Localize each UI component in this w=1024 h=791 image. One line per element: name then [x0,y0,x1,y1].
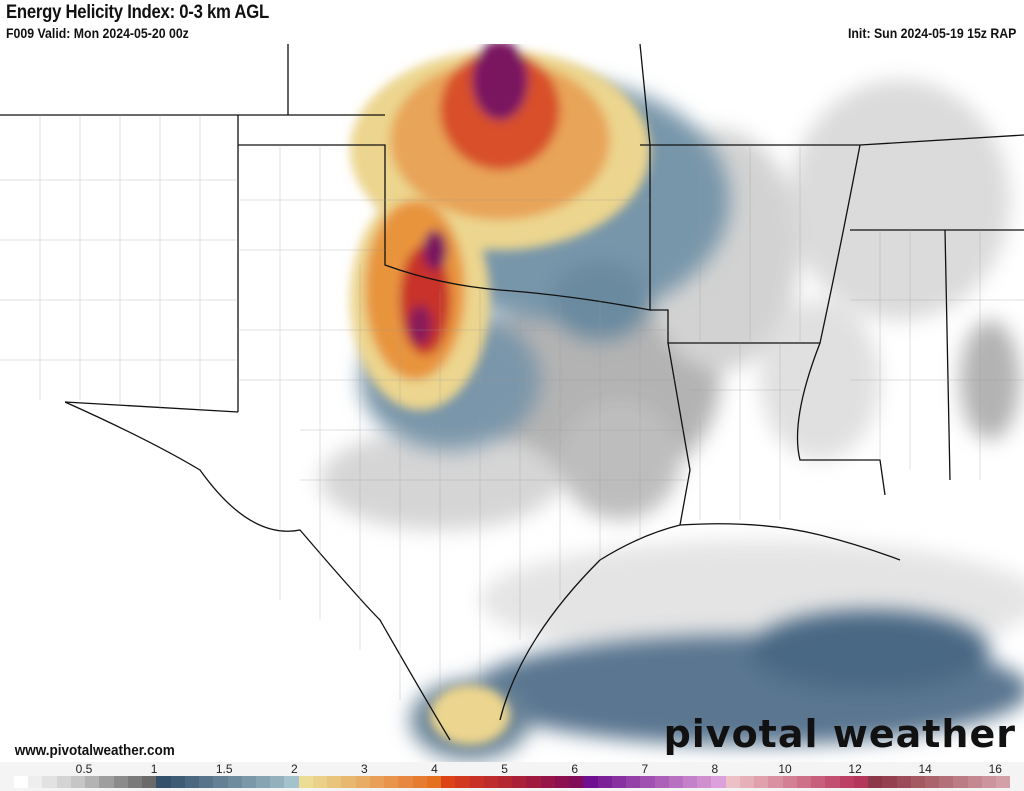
colorbar-cell [569,776,584,788]
colorbar-cell [455,776,470,788]
colorbar-cell [839,776,854,788]
colorbar-cell [739,776,755,788]
colorbar-cell [611,776,627,788]
colorbar-cell [782,776,797,788]
colorbar-cell [526,776,541,788]
colorbar-cell [640,776,655,788]
colorbar-tick-label: 12 [848,762,862,776]
colorbar-cell [170,776,185,788]
colorbar-tick-label: 1 [150,762,158,776]
map-title: Energy Helicity Index: 0-3 km AGL [6,2,269,23]
colorbar-cell [56,776,71,788]
colorbar-tick-label: 16 [988,762,1002,776]
county-lines [0,115,1024,700]
colorbar-cell [127,776,143,788]
colorbar-cell [341,776,356,788]
colorbar-cell [896,776,911,788]
colorbar-cell [426,776,442,788]
colorbar-tick-label: 3 [361,762,368,776]
pivotal-weather-logo: pivotal weather [663,712,1016,756]
colorbar-cell [156,776,171,788]
colorbar-cell [512,776,527,788]
colorbar-cell [398,776,413,788]
colorbar-cell [910,776,925,788]
colorbar-cell [312,776,328,788]
colorbar-cell [853,776,869,788]
colorbar-cell [469,776,484,788]
colorbar-tick-label: 4 [431,762,438,776]
colorbar-cell [697,776,712,788]
colorbar-tick-label: 7 [641,762,649,776]
colorbar-cell [981,776,997,788]
colorbar-cell [213,776,228,788]
colorbar-cell [497,776,513,788]
colorbar-cell [199,776,214,788]
colorbar-cell [583,776,598,788]
colorbar-cell [184,776,200,788]
colorbar-cell [939,776,954,788]
colorbar-cell [768,776,783,788]
header: Energy Helicity Index: 0-3 km AGL F009 V… [0,0,1024,44]
colorbar-cell [953,776,968,788]
colorbar-cell [355,776,370,788]
colorbar-cell [70,776,86,788]
colorbar-cell [967,776,982,788]
colorbar-cell [868,776,883,788]
colorbar-cell [668,776,684,788]
colorbar-cell [384,776,399,788]
colorbar-tick-label: 14 [918,762,932,776]
colorbar-cell [683,776,698,788]
colorbar-cell [825,776,840,788]
colorbar-cell [99,776,114,788]
colorbar-tick-label: 1.5 [215,762,233,776]
colorbar-cell [811,776,826,788]
colorbar-cell [369,776,385,788]
colorbar-cell [483,776,498,788]
website-label: www.pivotalweather.com [12,741,178,760]
colorbar-cell [882,776,897,788]
colorbar-cell [85,776,100,788]
colorbar-cells [14,776,1011,788]
colorbar-cell [711,776,726,788]
colorbar: 0.5 1 1.5 2 3 4 5 6 7 8 10 12 14 16 [0,762,1024,791]
colorbar-cell [654,776,669,788]
colorbar-cell [28,776,43,788]
colorbar-cell [142,776,157,788]
colorbar-cell [241,776,256,788]
colorbar-cell [412,776,427,788]
colorbar-cell [255,776,271,788]
colorbar-cell [996,776,1011,788]
colorbar-cell [270,776,285,788]
colorbar-cell [14,776,29,788]
colorbar-tick-label: 10 [778,762,792,776]
init-time: Init: Sun 2024-05-19 15z RAP [847,25,1016,41]
colorbar-cell [725,776,740,788]
colorbar-tick-label: 2 [290,762,298,776]
colorbar-cell [284,776,299,788]
valid-time: F009 Valid: Mon 2024-05-20 00z [6,25,189,41]
colorbar-ticks: 0.5 1 1.5 2 3 4 5 6 7 8 10 12 14 16 [0,762,1024,776]
colorbar-cell [327,776,342,788]
colorbar-cell [796,776,812,788]
colorbar-cell [441,776,456,788]
colorbar-cell [754,776,769,788]
colorbar-cell [298,776,313,788]
colorbar-cell [597,776,612,788]
colorbar-cell [227,776,242,788]
colorbar-tick-label: 6 [571,762,579,776]
colorbar-cell [540,776,555,788]
colorbar-cell [925,776,940,788]
colorbar-cell [42,776,57,788]
colorbar-cell [626,776,641,788]
colorbar-tick-label: 5 [501,762,508,776]
colorbar-cell [554,776,570,788]
colorbar-tick-label: 0.5 [75,762,93,776]
colorbar-tick-label: 8 [711,762,719,776]
colorbar-cell [113,776,128,788]
weather-map [0,44,1024,762]
